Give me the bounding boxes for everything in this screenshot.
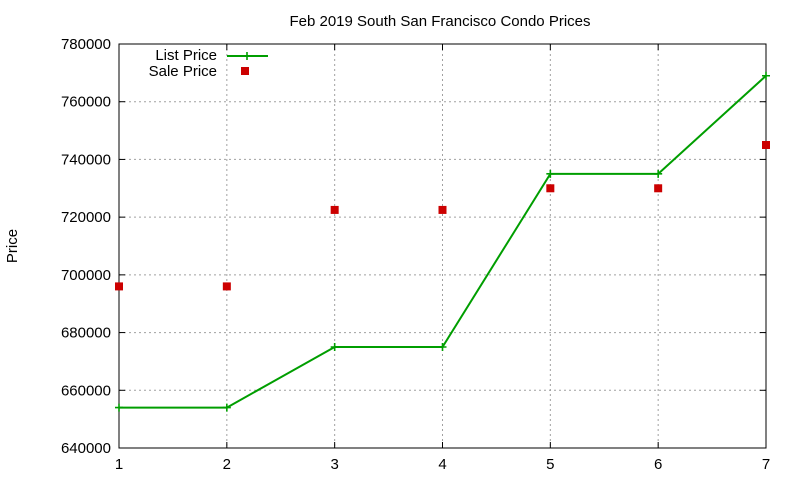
y-tick-label: 660000: [61, 382, 111, 399]
axis-ticks: 1 2 3 4 5 6 7 640000 660000 680000 700000 720000 740…: [61, 36, 770, 473]
sale-price-point: [762, 141, 770, 149]
list-price-point: [222, 403, 231, 412]
list-price-point: [115, 403, 123, 412]
chart-title: Feb 2019 South San Francisco Condo Price…: [289, 13, 590, 30]
sale-price-point: [654, 184, 663, 193]
legend-marker-sale-price: [241, 67, 249, 75]
y-tick-label: 780000: [61, 36, 111, 53]
x-tick-label: 1: [115, 456, 123, 473]
list-price-point: [330, 343, 339, 351]
y-tick-label: 700000: [61, 267, 111, 284]
x-tick-label: 6: [654, 456, 662, 473]
series-layer: [115, 71, 770, 412]
y-axis-label: Price: [4, 229, 21, 263]
x-tick-label: 2: [223, 456, 231, 473]
legend-marker-list-price: [243, 52, 251, 60]
y-tick-label: 740000: [61, 151, 111, 168]
legend-label-list-price: List Price: [155, 47, 217, 64]
x-tick-label: 4: [438, 456, 446, 473]
sale-price-point: [222, 282, 231, 291]
sale-price-point: [115, 282, 123, 291]
grid-lines: [119, 44, 766, 448]
x-tick-label: 7: [762, 456, 770, 473]
list-price-point: [546, 169, 555, 178]
x-tick-label: 3: [330, 456, 338, 473]
legend: List Price Sale Price: [149, 47, 268, 80]
sale-price-point: [438, 205, 447, 214]
x-tick-label: 5: [546, 456, 554, 473]
sale-price-point: [546, 184, 555, 193]
y-tick-label: 720000: [61, 209, 111, 226]
y-tick-label: 640000: [61, 440, 111, 457]
legend-label-sale-price: Sale Price: [149, 63, 217, 80]
list-price-point: [438, 343, 447, 351]
y-tick-label: 760000: [61, 94, 111, 111]
sale-price-point: [330, 205, 339, 214]
y-tick-label: 680000: [61, 325, 111, 342]
list-price-point: [762, 71, 770, 80]
list-price-point: [654, 169, 663, 178]
